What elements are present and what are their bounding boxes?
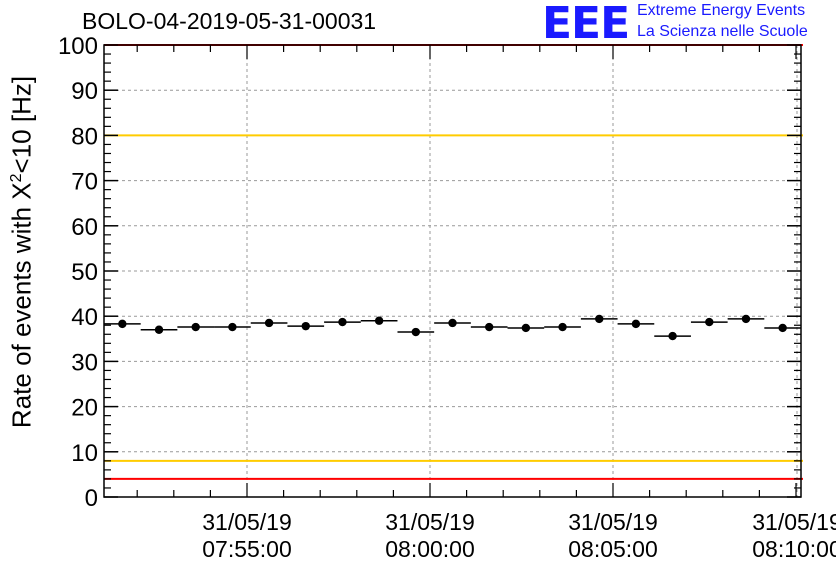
x-tick-label-date: 31/05/19 [202,509,292,535]
y-axis-label-prefix: Rate of events with X [6,182,37,429]
x-tick-label-date: 31/05/19 [568,509,658,535]
x-tick-label-time: 07:55:00 [202,536,292,562]
data-point [228,322,237,332]
y-axis-label-suffix: <10 [Hz] [6,75,37,174]
data-point [264,318,274,328]
y-tick-label: 40 [71,304,98,331]
x-tick-label-date: 31/05/19 [752,509,836,535]
y-tick-label: 50 [71,259,98,286]
y-tick-label: 70 [71,169,98,196]
y-tick-label: 30 [71,349,98,376]
x-tick-label-date: 31/05/19 [385,509,475,535]
data-point [778,323,787,333]
x-tick-label-time: 08:00:00 [385,536,475,562]
data-point [374,316,384,325]
chart-title: BOLO-04-2019-05-31-00031 [82,8,377,34]
y-tick-label: 0 [85,485,98,512]
logo-line-1: Extreme Energy Events [637,2,806,19]
y-tick-label: 100 [58,33,98,60]
data-point [595,314,604,324]
y-axis-label-superscript: 2 [7,173,25,183]
logo-line-2: La Scienza nelle Scuole [637,23,808,40]
data-point [521,323,531,333]
x-tick-label-time: 08:10:00 [752,536,836,562]
data-point [191,322,200,332]
y-tick-label: 20 [71,395,98,422]
y-tick-label: 80 [71,123,98,150]
data-point [448,318,457,328]
y-tick-label: 10 [71,440,98,467]
data-point [484,322,494,332]
data-point [741,314,751,324]
data-point [668,331,677,341]
data-point [705,317,714,327]
data-point [338,317,347,327]
y-axis-label: Rate of events with X2<10 [Hz] [7,76,38,428]
y-tick-label: 60 [71,214,98,241]
data-point [154,325,164,334]
data-point [411,327,421,337]
eee-logo-mark: EEE [542,0,630,49]
data-point [118,319,127,329]
y-tick-label: 90 [71,78,98,105]
x-tick-label-time: 08:05:00 [568,536,658,562]
data-point [558,322,567,332]
data-point [631,319,641,329]
data-point [301,321,310,331]
